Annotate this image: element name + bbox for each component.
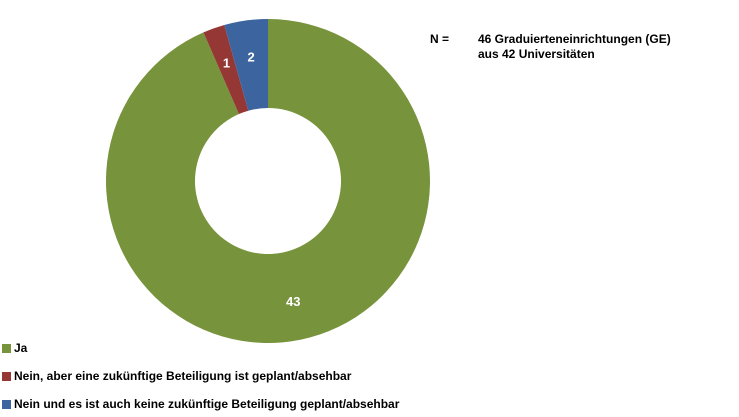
legend-label: Nein, aber eine zukünftige Beteiligung i… [14, 369, 352, 383]
data-label: 2 [247, 50, 254, 65]
legend-swatch [2, 344, 11, 353]
legend-label: Nein und es ist auch keine zukünftige Be… [14, 397, 400, 411]
annotation-line: 46 Graduierteneinrichtungen (GE) [478, 32, 671, 46]
data-label: 1 [223, 56, 230, 71]
donut-segment [106, 19, 430, 343]
legend-label: Ja [14, 341, 28, 355]
legend-swatch [2, 372, 11, 381]
donut-segment [224, 19, 268, 111]
data-label: 43 [286, 294, 300, 309]
legend-swatch [2, 400, 11, 409]
annotation-line: aus 42 Universitäten [478, 47, 595, 61]
donut-segment [203, 25, 249, 115]
annotation-label: N = [430, 32, 449, 46]
